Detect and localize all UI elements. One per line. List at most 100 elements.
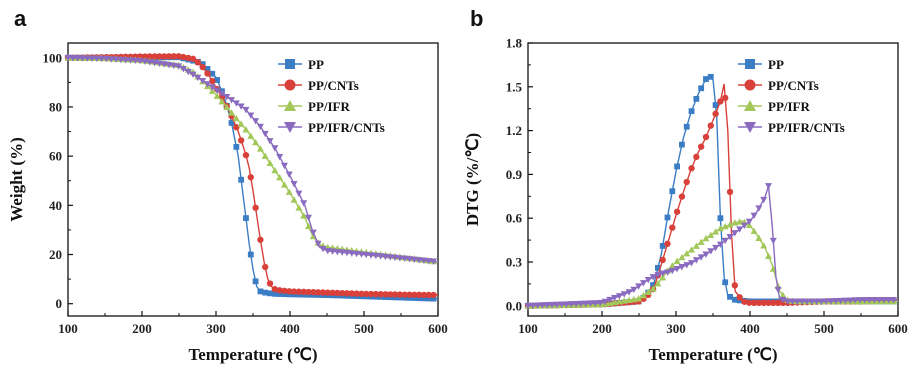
- data-point: [755, 234, 763, 241]
- data-point: [601, 298, 609, 306]
- data-point: [415, 257, 423, 264]
- series-pp-ifr: [64, 54, 439, 265]
- y-tick-label: 0.3: [506, 254, 523, 269]
- x-tick-label: 400: [280, 321, 300, 336]
- y-tick-label: 0.0: [506, 298, 522, 313]
- data-point: [401, 255, 409, 263]
- data-point: [702, 234, 710, 242]
- data-point: [726, 233, 734, 241]
- y-tick-label: 0.6: [506, 211, 523, 226]
- data-point: [669, 188, 676, 195]
- data-point: [396, 255, 404, 262]
- data-point: [620, 297, 628, 304]
- data-point: [281, 291, 288, 298]
- data-point: [161, 53, 168, 60]
- data-point: [793, 298, 801, 305]
- data-point: [707, 122, 714, 129]
- data-point: [635, 283, 643, 290]
- data-point: [209, 70, 216, 77]
- data-point: [774, 299, 782, 307]
- data-point: [717, 215, 724, 222]
- data-point: [674, 163, 681, 170]
- legend-marker: [744, 79, 756, 91]
- data-point: [357, 251, 365, 258]
- data-point: [271, 145, 279, 152]
- data-point: [712, 102, 719, 108]
- data-point: [214, 77, 221, 83]
- data-point: [353, 290, 360, 297]
- data-point: [654, 279, 662, 287]
- data-point: [577, 300, 585, 308]
- legend-marker: [285, 59, 295, 69]
- y-axis-title: DTG (%/℃): [463, 133, 482, 226]
- data-point: [271, 290, 278, 297]
- data-point: [430, 291, 437, 299]
- data-point: [678, 253, 686, 261]
- data-point: [266, 138, 274, 145]
- data-point: [372, 290, 380, 298]
- data-point: [587, 300, 595, 307]
- data-point: [252, 138, 260, 146]
- data-point: [295, 204, 303, 211]
- data-point: [750, 299, 758, 307]
- data-point: [175, 63, 183, 70]
- data-point: [238, 176, 245, 183]
- panel-label: b: [470, 6, 483, 31]
- data-point: [591, 300, 599, 307]
- data-point: [727, 293, 733, 300]
- data-point: [170, 53, 178, 60]
- data-point: [832, 298, 840, 305]
- data-point: [194, 59, 202, 66]
- data-point: [746, 299, 753, 306]
- series-line: [67, 57, 439, 263]
- data-point: [635, 295, 643, 302]
- data-point: [107, 56, 115, 63]
- data-point: [702, 251, 710, 258]
- data-point: [213, 92, 221, 99]
- data-point: [625, 296, 633, 303]
- data-point: [722, 279, 729, 286]
- data-point: [770, 299, 777, 307]
- data-point: [707, 73, 714, 80]
- data-point: [117, 56, 125, 64]
- x-tick-label: 200: [592, 321, 612, 336]
- data-point: [266, 159, 274, 167]
- data-point: [693, 153, 700, 161]
- data-point: [736, 294, 743, 301]
- legend-entry: PP: [738, 57, 784, 72]
- data-point: [750, 227, 758, 235]
- data-point: [688, 108, 695, 115]
- data-point: [765, 299, 772, 307]
- y-tick-label: 1.2: [506, 123, 522, 138]
- data-point: [218, 90, 226, 98]
- data-point: [808, 298, 816, 305]
- data-point: [223, 103, 231, 111]
- data-point: [703, 76, 709, 82]
- data-point: [760, 196, 768, 204]
- data-point: [538, 302, 546, 309]
- data-point: [276, 291, 283, 297]
- data-point: [760, 242, 768, 249]
- data-point: [290, 181, 298, 188]
- data-point: [731, 230, 739, 237]
- data-point: [692, 242, 700, 249]
- data-point: [232, 100, 240, 107]
- data-point: [204, 66, 211, 72]
- data-point: [179, 66, 187, 73]
- data-point: [127, 57, 135, 64]
- data-point: [421, 295, 427, 302]
- legend-entry: PP/IFR: [738, 99, 810, 114]
- data-point: [572, 300, 580, 308]
- data-point: [156, 53, 163, 60]
- data-point: [271, 285, 279, 293]
- data-point: [654, 264, 661, 271]
- data-point: [228, 109, 236, 116]
- data-point: [430, 258, 438, 265]
- data-point: [736, 226, 744, 233]
- data-point: [146, 59, 154, 66]
- data-point: [247, 132, 255, 139]
- data-point: [856, 297, 864, 304]
- y-tick-label: 1.5: [506, 79, 523, 94]
- legend-entry: PP/CNTs: [738, 78, 819, 93]
